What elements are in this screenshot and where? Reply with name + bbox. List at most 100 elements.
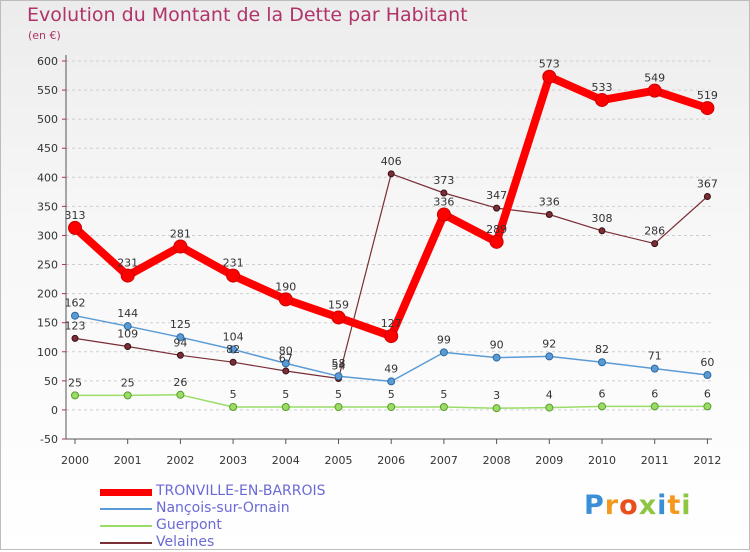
x-tick-label: 2009 — [535, 454, 563, 467]
data-label: 26 — [173, 376, 187, 389]
data-label: 367 — [697, 177, 718, 190]
y-tick-label: 150 — [37, 317, 58, 330]
data-point — [489, 234, 504, 249]
data-label: 92 — [542, 337, 556, 350]
legend-label: Velaines — [156, 534, 215, 550]
data-label: 533 — [592, 81, 613, 94]
data-label: 67 — [279, 352, 293, 365]
x-tick-label: 2012 — [693, 454, 721, 467]
data-point — [647, 83, 662, 98]
data-label: 231 — [223, 257, 244, 270]
data-point — [282, 367, 290, 375]
legend-item: Velaines — [100, 534, 400, 552]
data-label: 6 — [651, 387, 658, 400]
data-point — [281, 359, 290, 368]
y-tick-label: 300 — [37, 229, 58, 242]
logo-letter: i — [681, 490, 692, 521]
data-label: 49 — [384, 362, 398, 375]
series-line-3 — [74, 173, 709, 380]
data-label: 99 — [437, 333, 451, 346]
data-label: 190 — [275, 280, 296, 293]
data-label: 144 — [117, 307, 138, 320]
data-point — [334, 372, 343, 381]
logo-letter: i — [657, 490, 668, 521]
x-tick-label: 2000 — [61, 454, 89, 467]
legend-item: TRONVILLE-EN-BARROIS — [100, 483, 400, 501]
data-label: 5 — [388, 388, 395, 401]
x-tick-label: 2010 — [588, 454, 616, 467]
data-point — [700, 101, 715, 116]
data-point — [229, 345, 238, 354]
data-label: 336 — [433, 196, 454, 209]
data-label: 5 — [282, 388, 289, 401]
data-point — [492, 404, 501, 413]
data-point — [278, 292, 293, 307]
legend-label: TRONVILLE-EN-BARROIS — [156, 483, 326, 499]
data-point — [226, 268, 241, 283]
data-point — [71, 311, 79, 320]
data-label: 313 — [65, 209, 86, 222]
data-labels: 3132312812311901591273362895735335495191… — [65, 58, 718, 402]
data-point — [703, 371, 712, 380]
data-point — [123, 391, 132, 400]
data-point — [542, 69, 557, 84]
data-point — [68, 220, 82, 235]
data-point — [436, 207, 451, 222]
data-point — [176, 333, 185, 342]
data-label: 71 — [648, 350, 662, 363]
data-point — [703, 192, 711, 200]
logo-letter: r — [604, 490, 620, 521]
y-tick-label: 350 — [37, 200, 58, 213]
data-point — [387, 403, 396, 412]
data-point — [120, 268, 135, 283]
x-tick-label: 2005 — [325, 454, 353, 467]
chart-title: Evolution du Montant de la Dette par Hab… — [27, 4, 468, 26]
y-tick-label: 500 — [37, 113, 58, 126]
x-tick-label: 2001 — [114, 454, 142, 467]
y-tick-label: 600 — [37, 55, 58, 68]
data-label: 573 — [539, 58, 560, 71]
y-tick-label: 250 — [37, 259, 58, 272]
data-point — [176, 390, 185, 399]
data-label: 519 — [697, 89, 718, 102]
data-label: 90 — [490, 339, 504, 352]
data-point — [334, 403, 343, 412]
data-point — [387, 170, 395, 178]
data-point — [439, 403, 448, 412]
data-label: 336 — [539, 196, 560, 209]
logo-letter: x — [638, 490, 658, 521]
legend: TRONVILLE-EN-BARROIS Nançois-sur-Ornain Gu… — [100, 483, 400, 552]
data-label: 289 — [486, 223, 507, 236]
data-label: 4 — [546, 389, 553, 402]
x-tick-label: 2008 — [483, 454, 511, 467]
data-label: 127 — [381, 317, 402, 330]
unit-label: (en €) — [28, 29, 61, 42]
data-point — [124, 343, 132, 351]
proxiti-logo: Proxiti — [584, 490, 692, 521]
x-tick-label: 2011 — [641, 454, 669, 467]
data-point — [173, 239, 188, 254]
logo-letter: t — [667, 490, 682, 521]
data-point — [281, 403, 290, 412]
legend-item: Guerpont — [100, 517, 400, 535]
data-point — [492, 353, 501, 362]
legend-swatch — [100, 525, 152, 527]
data-point — [598, 402, 606, 411]
data-label: 5 — [230, 388, 237, 401]
data-label: 347 — [486, 189, 507, 202]
data-label: 159 — [328, 298, 349, 311]
y-tick-label: -50 — [40, 433, 58, 446]
data-label: 281 — [170, 228, 191, 241]
data-point — [123, 322, 132, 331]
data-label: 162 — [65, 297, 86, 310]
data-label: 80 — [279, 344, 293, 357]
data-point — [650, 402, 659, 411]
x-tick-label: 2006 — [377, 454, 405, 467]
data-point — [440, 189, 448, 197]
x-tick-label: 2003 — [219, 454, 247, 467]
legend-swatch — [100, 488, 152, 496]
y-tick-label: 200 — [37, 288, 58, 301]
y-tick-label: 400 — [37, 171, 58, 184]
data-point — [651, 240, 659, 248]
data-label: 109 — [117, 328, 138, 341]
